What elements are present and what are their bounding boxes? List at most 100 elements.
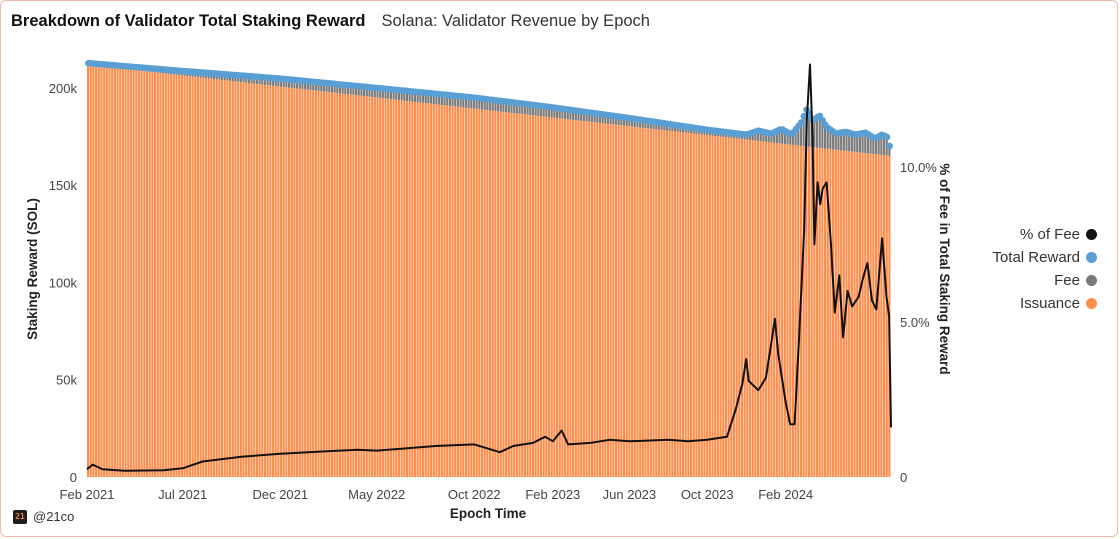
fee-bar: [872, 137, 875, 155]
fee-bar: [655, 122, 658, 130]
fee-bar: [349, 85, 352, 95]
issuance-bar: [727, 137, 730, 477]
fee-bar: [580, 111, 583, 121]
issuance-bar: [293, 88, 296, 478]
fee-bar: [430, 93, 433, 104]
fee-bar: [789, 134, 792, 145]
issuance-bar: [239, 82, 242, 477]
issuance-bar: [301, 89, 304, 477]
issuance-bar: [711, 135, 714, 478]
fee-bar: [518, 103, 521, 114]
issuance-bar: [553, 117, 556, 477]
fee-bar: [585, 112, 588, 122]
fee-bar: [625, 117, 628, 126]
issuance-bar: [722, 136, 725, 477]
total-reward-dots: [85, 59, 893, 150]
issuance-bar: [821, 148, 824, 478]
issuance-bar: [724, 137, 727, 477]
fee-bar: [491, 99, 494, 111]
issuance-bar: [582, 121, 585, 477]
fee-bar: [521, 103, 524, 115]
fee-bar: [649, 121, 652, 129]
issuance-bar: [266, 85, 269, 477]
fee-bar: [596, 113, 599, 123]
fee-bar: [373, 87, 376, 98]
fee-bar: [408, 91, 411, 102]
issuance-bar: [483, 109, 486, 477]
issuance-bar: [818, 147, 821, 478]
issuance-bar: [558, 118, 561, 478]
issuance-bar: [786, 144, 789, 477]
legend-item-pct-fee[interactable]: % of Fee: [985, 225, 1097, 243]
issuance-bar: [215, 79, 218, 477]
fee-bar: [821, 120, 824, 149]
issuance-bar: [848, 151, 851, 477]
issuance-bar: [665, 130, 669, 478]
fee-bar: [748, 133, 752, 140]
legend-item-total-reward[interactable]: Total Reward: [985, 248, 1097, 266]
fee-bar: [523, 103, 526, 115]
issuance-bar: [601, 123, 604, 478]
legend-item-fee[interactable]: Fee: [985, 271, 1097, 289]
fee-bar: [631, 118, 634, 127]
issuance-bar: [121, 68, 124, 478]
fee-bar: [786, 132, 789, 145]
issuance-bar: [797, 145, 800, 478]
issuance-bar: [577, 120, 580, 478]
issuance-bar: [738, 138, 741, 477]
issuance-bar: [413, 101, 417, 478]
issuance-bar: [282, 86, 285, 477]
issuance-bar: [296, 88, 299, 478]
fee-bar: [791, 132, 794, 145]
issuance-bar: [290, 87, 293, 477]
fee-bar: [413, 91, 417, 102]
fee-bar: [757, 130, 760, 141]
fee-bar: [381, 88, 384, 99]
issuance-bar: [365, 96, 368, 477]
issuance-bar: [789, 144, 792, 477]
issuance-bar: [207, 78, 210, 478]
issuance-bar: [105, 66, 108, 477]
legend-dot-icon: [1086, 228, 1097, 240]
issuance-bar: [690, 133, 693, 478]
fee-bar: [255, 76, 258, 84]
total-reward-point: [886, 142, 893, 150]
issuance-bar: [234, 81, 237, 477]
issuance-bar: [145, 71, 149, 478]
issuance-bar: [489, 110, 492, 478]
fee-bar: [480, 98, 484, 110]
fee-bar: [647, 120, 650, 129]
legend-item-issuance[interactable]: Issuance: [985, 294, 1097, 312]
issuance-bar: [87, 64, 90, 477]
issuance-bar: [446, 105, 449, 477]
issuance-bar: [513, 113, 516, 478]
issuance-bar: [561, 118, 564, 477]
fee-bar: [606, 115, 610, 124]
issuance-bar: [837, 150, 840, 477]
issuance-bar: [507, 112, 510, 477]
y2-tick-label: 5.0%: [900, 315, 930, 330]
issuance-bar: [714, 136, 717, 478]
fee-bar: [773, 132, 776, 143]
issuance-bar: [751, 140, 754, 478]
fee-bar: [462, 96, 465, 108]
fee-bar: [531, 104, 535, 116]
issuance-bar: [593, 122, 596, 477]
issuance-bar: [392, 99, 395, 478]
x-tick-label: Oct 2022: [448, 487, 501, 502]
fee-bar: [387, 89, 390, 99]
fee-bar: [837, 133, 840, 151]
issuance-bar: [765, 141, 768, 477]
issuance-bar: [127, 69, 130, 477]
fee-bar: [834, 133, 837, 150]
issuance-bar: [740, 139, 744, 477]
issuance-bar: [748, 140, 752, 477]
issuance-bar: [609, 124, 612, 478]
issuance-bar: [569, 119, 572, 477]
legend-dot-icon: [1086, 274, 1097, 286]
issuance-bar: [271, 85, 275, 477]
fee-bar: [858, 133, 861, 153]
issuance-bar: [355, 95, 358, 477]
fee-bar: [489, 99, 492, 111]
issuance-bar: [564, 118, 567, 477]
